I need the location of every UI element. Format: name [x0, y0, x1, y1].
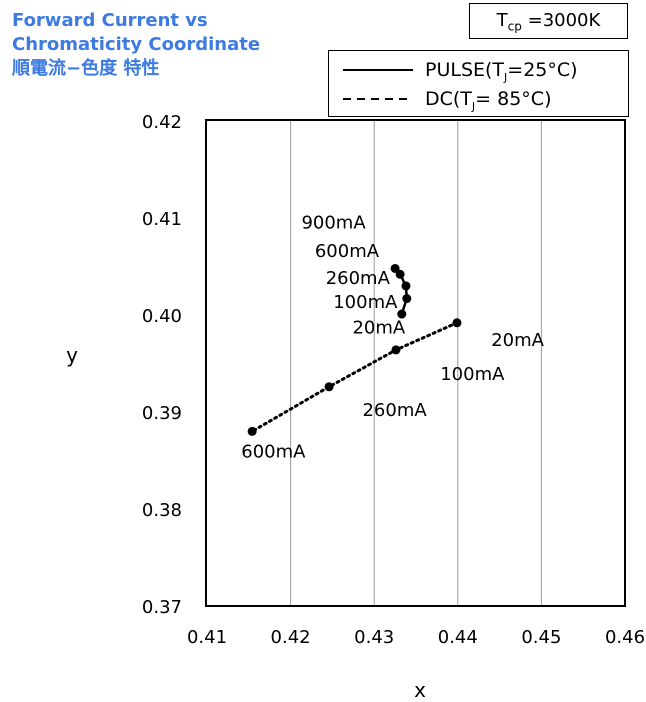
tcp-prefix: T	[496, 10, 508, 31]
data-point	[390, 263, 400, 273]
y-tick-label: 0.40	[142, 306, 182, 327]
x-tick-label: 0.43	[354, 627, 394, 648]
legend-solid-line-icon	[343, 69, 413, 71]
current-annotation: 260mA	[326, 268, 391, 289]
legend-label-dc: DC(TJ= 85°C)	[425, 88, 552, 113]
tcp-label-box: Tcp =3000K	[469, 3, 628, 39]
legend-item-dc: DC(TJ= 85°C)	[329, 85, 628, 113]
y-tick-label: 0.37	[142, 597, 182, 618]
legend-label-pulse: PULSE(TJ=25°C)	[425, 59, 578, 84]
tcp-subscript: cp	[507, 19, 522, 34]
x-tick-label: 0.41	[187, 627, 227, 648]
x-axis-label: x	[414, 678, 426, 702]
title-line-2: Chromaticity Coordinate	[12, 34, 261, 55]
data-point	[401, 281, 411, 291]
current-annotation: 260mA	[362, 400, 427, 421]
data-point	[324, 382, 334, 392]
current-annotation: 20mA	[491, 330, 544, 351]
tcp-value: =3000K	[521, 10, 601, 31]
data-point	[402, 294, 412, 304]
legend-item-pulse: PULSE(TJ=25°C)	[329, 56, 628, 84]
data-point	[452, 318, 462, 328]
plot-area-frame	[205, 119, 626, 607]
current-annotation: 600mA	[315, 241, 380, 262]
chart-title: Forward Current vs Chromaticity Coordina…	[12, 9, 260, 81]
legend: PULSE(TJ=25°C) DC(TJ= 85°C)	[328, 50, 629, 117]
x-tick-label: 0.45	[521, 627, 561, 648]
y-tick-label: 0.38	[142, 500, 182, 521]
tick-labels: 0.41 0.42 0.43 0.44 0.45 0.46 0.37 0.38 0.39 0.40…	[142, 112, 645, 648]
x-tick-label: 0.44	[438, 627, 478, 648]
current-annotation: 900mA	[301, 213, 366, 234]
x-tick-label: 0.46	[605, 627, 645, 648]
y-tick-label: 0.41	[142, 209, 182, 230]
data-point	[247, 426, 257, 436]
data-point	[395, 269, 405, 279]
y-axis-label: y	[66, 343, 78, 367]
current-annotation: 100mA	[440, 364, 505, 385]
title-line-3: 順電流−色度 特性	[12, 58, 160, 79]
y-tick-label: 0.39	[142, 403, 182, 424]
annotations-group: 900mA 600mA 260mA 100mA 20mA 20mA 100mA 260mA 60…	[241, 213, 544, 463]
series-line-dc	[250, 321, 459, 433]
y-tick-label: 0.42	[142, 112, 182, 133]
title-line-1: Forward Current vs	[12, 10, 208, 31]
x-tick-label: 0.42	[271, 627, 311, 648]
data-point	[397, 309, 407, 319]
data-point	[391, 345, 401, 355]
current-annotation: 100mA	[333, 292, 398, 313]
current-annotation: 20mA	[352, 317, 405, 338]
series-group	[247, 263, 462, 436]
legend-dashed-line-icon	[343, 98, 413, 100]
current-annotation: 600mA	[241, 442, 306, 463]
